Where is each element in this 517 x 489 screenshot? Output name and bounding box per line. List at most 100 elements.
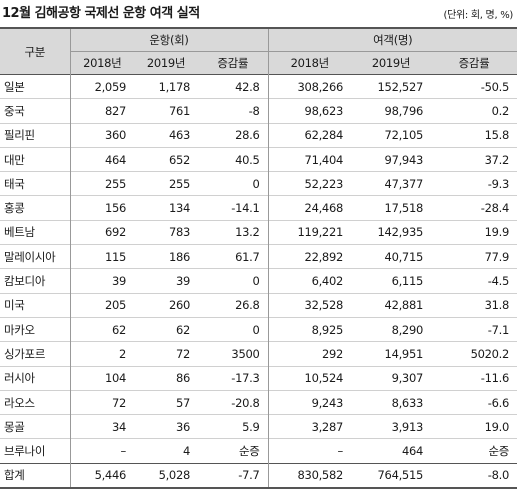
table-cell: 72,105 [351, 122, 431, 148]
table-cell: 28.6 [198, 122, 269, 148]
header-category: 구분 [0, 28, 71, 75]
row-label: 홍콩 [0, 195, 71, 221]
header-sub: 증감률 [431, 51, 517, 75]
table-row: 대만 464 652 40.5 71,404 97,943 37.2 [0, 146, 517, 172]
row-label: 합계 [0, 462, 71, 489]
table-row: 캄보디아 39 39 0 6,402 6,115 -4.5 [0, 268, 517, 294]
table-cell: 71,404 [268, 146, 351, 172]
table-cell: 5,446 [70, 462, 134, 489]
table-row: 홍콩 156 134 -14.1 24,468 17,518 -28.4 [0, 195, 517, 221]
table-cell: 692 [70, 219, 134, 245]
table-cell: 3500 [198, 341, 269, 367]
header-sub: 증감률 [198, 51, 269, 75]
table-body: 일본 2,059 1,178 42.8 308,266 152,527 -50.5 중국 827… [0, 73, 517, 489]
table-cell: 37.2 [431, 146, 517, 172]
table-cell: 98,623 [268, 98, 351, 124]
table-cell: 17,518 [351, 195, 431, 221]
table-cell: 119,221 [268, 219, 351, 245]
table-row: 태국 255 255 0 52,223 47,377 -9.3 [0, 171, 517, 196]
table-cell: 260 [134, 292, 198, 318]
table-cell: 1,178 [134, 73, 198, 99]
header-sub: 2019년 [134, 51, 198, 75]
table-cell: 39 [70, 268, 134, 294]
table-cell: 3,913 [351, 414, 431, 439]
table-cell: 142,935 [351, 219, 431, 245]
row-label: 몽골 [0, 414, 71, 439]
table-cell: 26.8 [198, 292, 269, 318]
title-row: 12월 김해공항 국제선 운항 여객 실적 (단위: 회, 명, %) [0, 0, 517, 22]
table-row: 싱가포르 2 72 3500 292 14,951 5020.2 [0, 341, 517, 367]
table-cell: -28.4 [431, 195, 517, 221]
table-cell: 15.8 [431, 122, 517, 148]
table-cell: 0.2 [431, 98, 517, 124]
table-cell: -4.5 [431, 268, 517, 294]
table-cell: 255 [134, 171, 198, 196]
table-cell: 2,059 [70, 73, 134, 99]
table-cell: 0 [198, 316, 269, 342]
table-cell: 42.8 [198, 73, 269, 99]
table-cell: -6.6 [431, 389, 517, 415]
header-sub: 2018년 [70, 51, 134, 75]
table-cell: 34 [70, 414, 134, 439]
table-cell: 5.9 [198, 414, 269, 439]
table-cell: 24,468 [268, 195, 351, 221]
header-sub: 2018년 [268, 51, 351, 75]
table-cell: 152,527 [351, 73, 431, 99]
table-cell: 115 [70, 244, 134, 269]
row-label: 말레이시아 [0, 244, 71, 269]
table-cell: 0 [198, 268, 269, 294]
table-cell: 62 [134, 316, 198, 342]
table-cell: 104 [70, 365, 134, 391]
table-cell: 40,715 [351, 244, 431, 269]
table-row: 미국 205 260 26.8 32,528 42,881 31.8 [0, 292, 517, 318]
table-cell: 761 [134, 98, 198, 124]
table-cell: 42,881 [351, 292, 431, 318]
table-row: 라오스 72 57 -20.8 9,243 8,633 -6.6 [0, 389, 517, 415]
table-cell: 13.2 [198, 219, 269, 245]
table-cell: 61.7 [198, 244, 269, 269]
table-row: 베트남 692 783 13.2 119,221 142,935 19.9 [0, 219, 517, 245]
row-label: 중국 [0, 98, 71, 124]
table-cell: 22,892 [268, 244, 351, 269]
table-cell: -17.3 [198, 365, 269, 391]
table-row: 일본 2,059 1,178 42.8 308,266 152,527 -50.5 [0, 73, 517, 99]
table-cell: -50.5 [431, 73, 517, 99]
header-row-2: 2018년 2019년 증감률 2018년 2019년 증감률 [0, 51, 517, 75]
table-cell: 6,115 [351, 268, 431, 294]
table-cell: 3,287 [268, 414, 351, 439]
row-label: 브루나이 [0, 438, 71, 464]
table-cell: 62 [70, 316, 134, 342]
table-cell: 9,307 [351, 365, 431, 391]
table-row: 필리핀 360 463 28.6 62,284 72,105 15.8 [0, 122, 517, 148]
row-label: 베트남 [0, 219, 71, 245]
table-cell: 98,796 [351, 98, 431, 124]
table-cell: -11.6 [431, 365, 517, 391]
table-cell: 77.9 [431, 244, 517, 269]
table-cell: -7.7 [198, 462, 269, 489]
table-cell: -8.0 [431, 462, 517, 489]
table-cell: -7.1 [431, 316, 517, 342]
table-cell: 5,028 [134, 462, 198, 489]
statistics-table: 구분 운항(회) 여객(명) 2018년 2019년 증감률 2018년 201… [0, 27, 517, 489]
table-cell: 464 [70, 146, 134, 172]
table-cell: 827 [70, 98, 134, 124]
table-cell: 186 [134, 244, 198, 269]
table-cell: 156 [70, 195, 134, 221]
page-title: 12월 김해공항 국제선 운항 여객 실적 [2, 6, 200, 21]
table-cell: 57 [134, 389, 198, 415]
table-cell: -20.8 [198, 389, 269, 415]
table-cell: 36 [134, 414, 198, 439]
table-row: 말레이시아 115 186 61.7 22,892 40,715 77.9 [0, 244, 517, 269]
table-cell: 31.8 [431, 292, 517, 318]
table-cell: 순증 [431, 438, 517, 464]
table-cell: 783 [134, 219, 198, 245]
row-label: 마카오 [0, 316, 71, 342]
header-flights: 운항(회) [70, 28, 269, 52]
row-label: 태국 [0, 171, 71, 196]
table-cell: 14,951 [351, 341, 431, 367]
table-cell: -8 [198, 98, 269, 124]
table-cell: 8,925 [268, 316, 351, 342]
table-cell: 62,284 [268, 122, 351, 148]
table-cell: 0 [198, 171, 269, 196]
table-cell: 52,223 [268, 171, 351, 196]
